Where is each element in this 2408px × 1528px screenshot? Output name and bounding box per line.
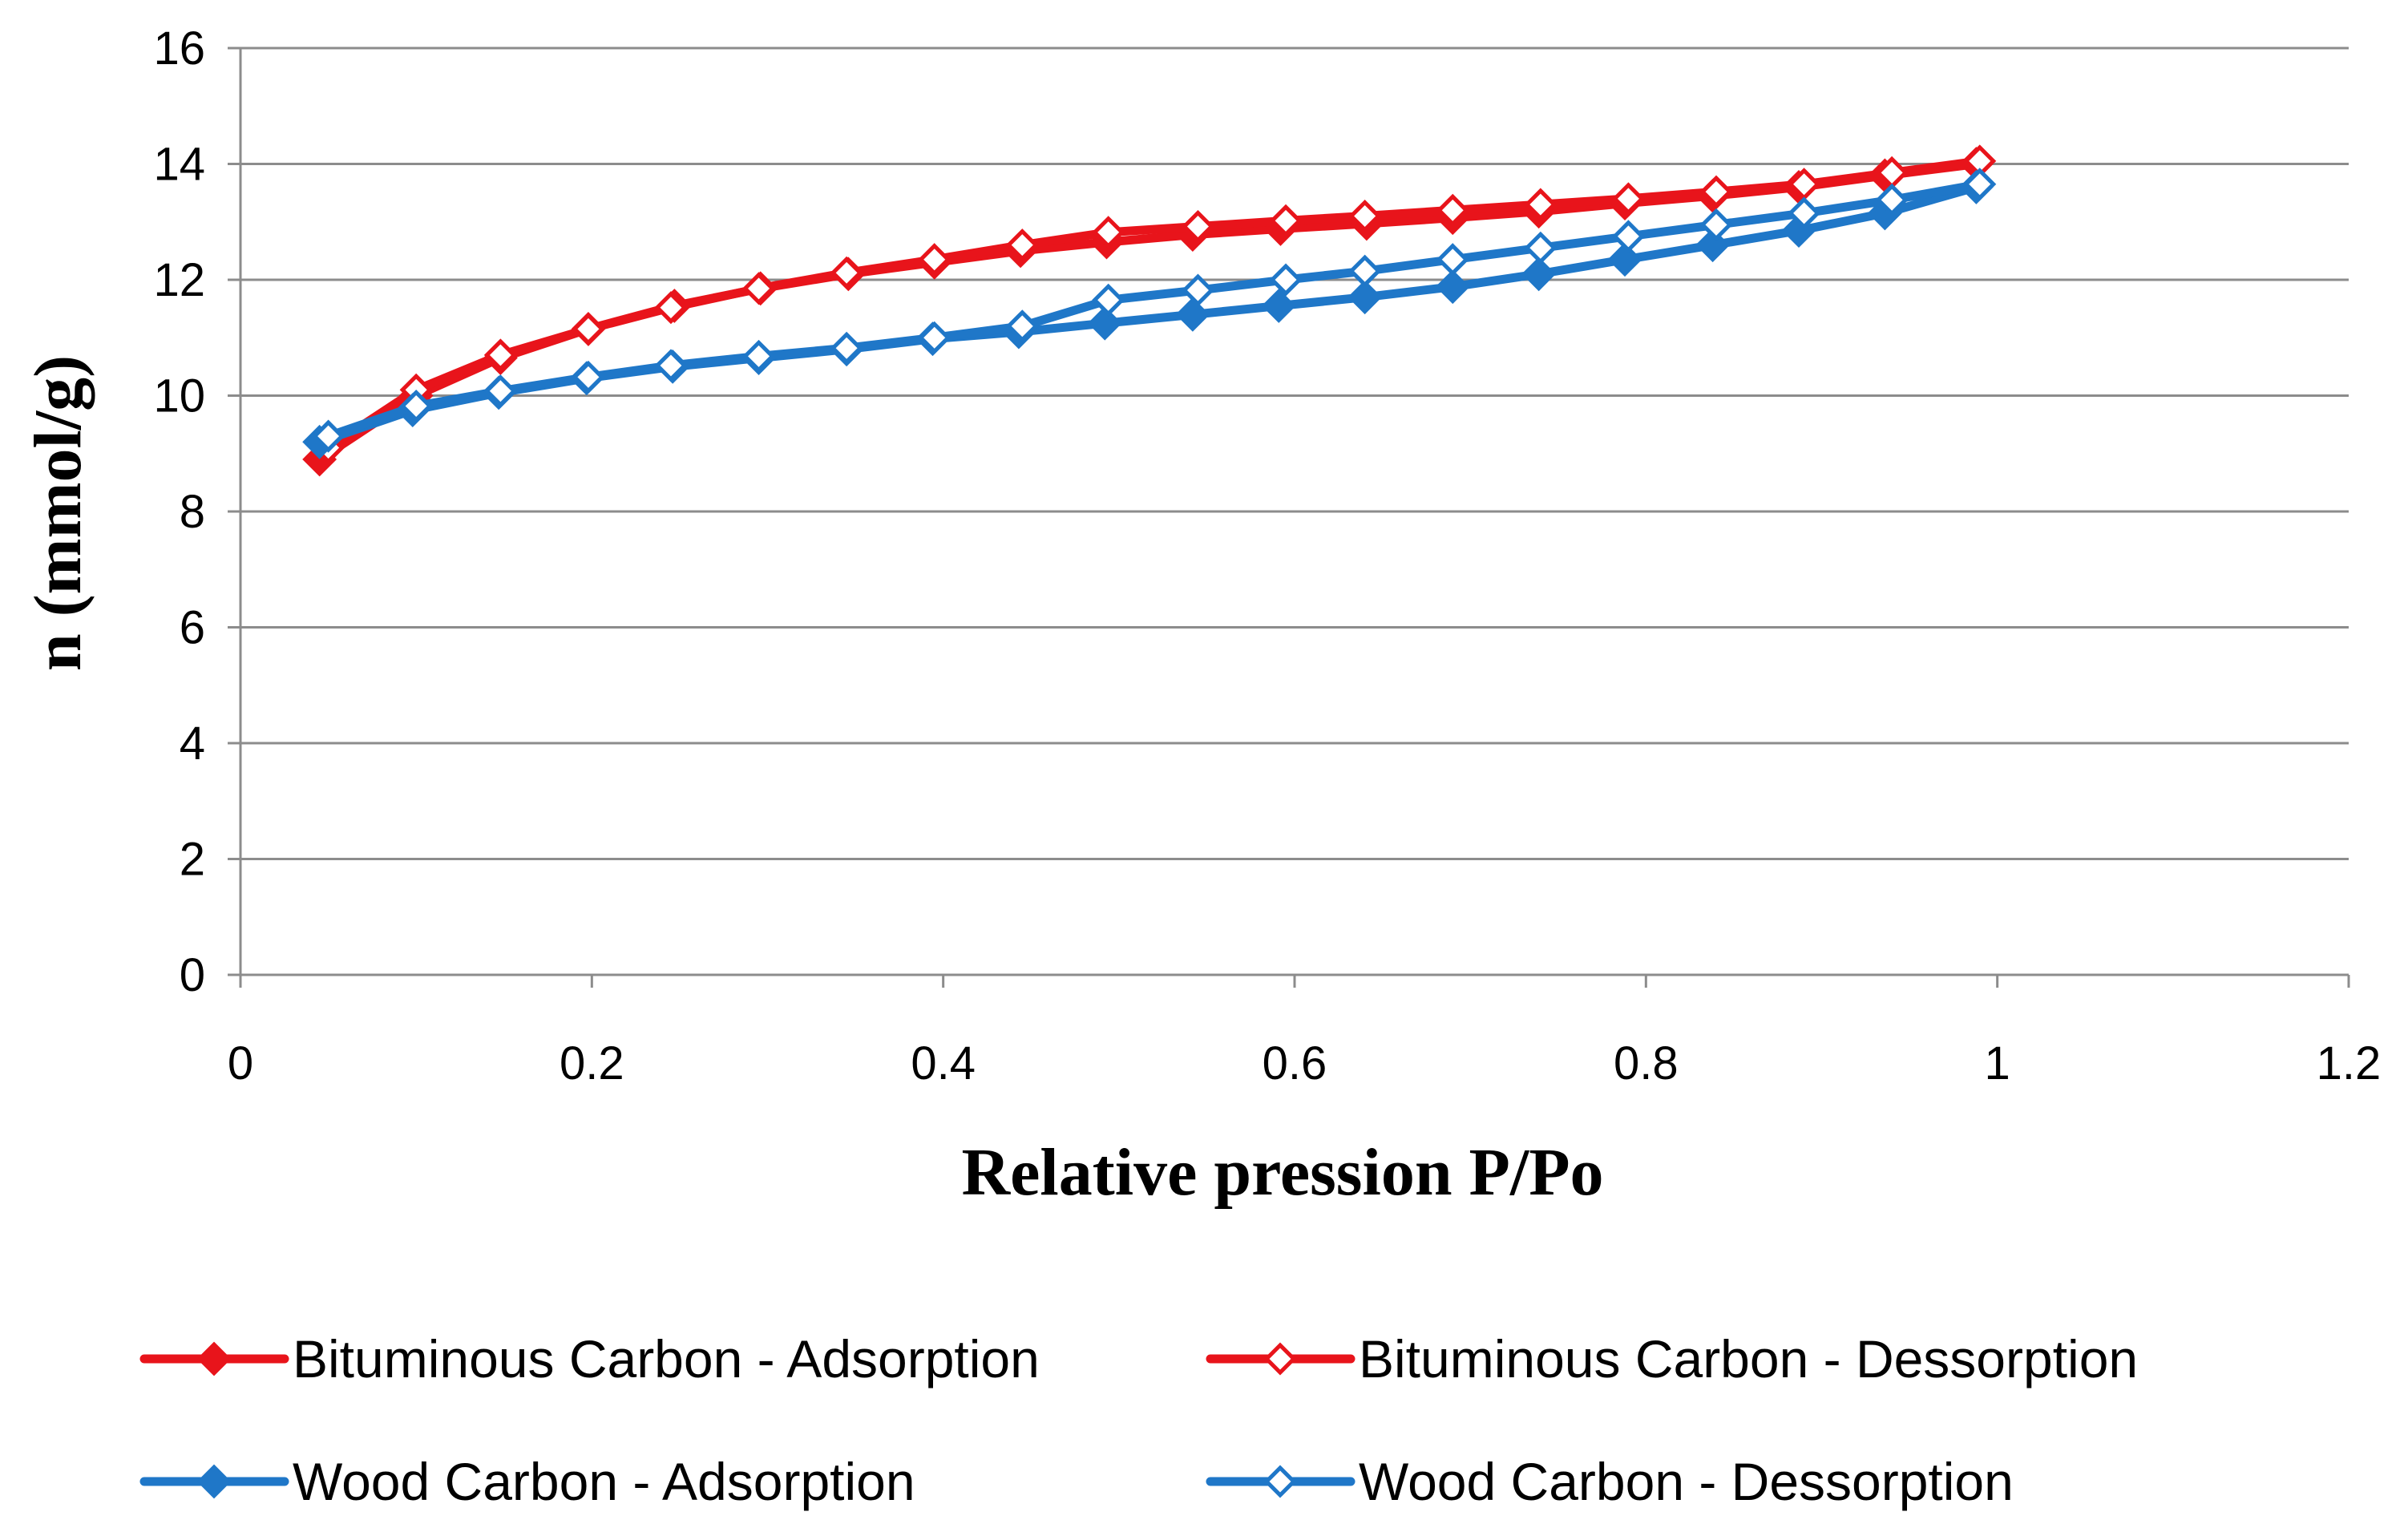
axes bbox=[228, 46, 2350, 988]
legend: Bituminous Carbon - Adsorption Bituminous… bbox=[139, 1329, 2138, 1511]
legend-label-3: Wood Carbon - Adsorption bbox=[293, 1452, 915, 1511]
series-4-point-17 bbox=[572, 360, 605, 394]
x-tick-label-0.8: 0.8 bbox=[1614, 1037, 1679, 1089]
legend-swatch-marker-3 bbox=[196, 1464, 232, 1499]
series-3-point-17 bbox=[1695, 228, 1731, 263]
series-4-point-12 bbox=[1005, 309, 1039, 343]
series-2-point-11 bbox=[1092, 216, 1125, 249]
legend-swatch-marker-1 bbox=[196, 1341, 232, 1376]
series-3-point-12 bbox=[1261, 289, 1296, 323]
series-4-point-14 bbox=[830, 331, 863, 365]
series-2-point-17 bbox=[572, 312, 605, 346]
series-2-point-4 bbox=[1699, 175, 1733, 208]
series-4-point-19 bbox=[399, 389, 433, 423]
x-tick-label-0.4: 0.4 bbox=[911, 1037, 976, 1089]
series-4 bbox=[312, 168, 1997, 453]
series-2-point-10 bbox=[1181, 209, 1214, 244]
series-4-point-4 bbox=[1699, 208, 1733, 241]
y-tick-label-6: 6 bbox=[180, 602, 205, 654]
series-2-point-14 bbox=[830, 256, 863, 289]
legend-item-1: Bituminous Carbon - Adsorption bbox=[139, 1329, 1040, 1389]
series-2-point-7 bbox=[1436, 193, 1469, 227]
x-tick-label-0: 0 bbox=[228, 1037, 253, 1089]
series-2-point-18 bbox=[483, 338, 517, 372]
series-4-point-7 bbox=[1436, 243, 1469, 277]
series-2-point-16 bbox=[654, 291, 688, 325]
legend-label-4: Wood Carbon - Dessorption bbox=[1359, 1452, 2014, 1511]
series-4-point-10 bbox=[1181, 273, 1214, 307]
data-series bbox=[302, 144, 1997, 477]
x-tick-label-0.2: 0.2 bbox=[560, 1037, 624, 1089]
series-2-point-5 bbox=[1611, 182, 1645, 216]
legend-swatch-marker-4 bbox=[1263, 1465, 1297, 1498]
x-axis-title: Relative pression P/Po bbox=[961, 1135, 1603, 1210]
x-tick-labels: 0 0.2 0.4 0.6 0.8 1 1.2 bbox=[228, 1037, 2381, 1089]
y-tick-label-8: 8 bbox=[180, 486, 205, 538]
series-4-point-3 bbox=[1788, 196, 1821, 230]
y-tick-label-10: 10 bbox=[153, 370, 205, 422]
series-2 bbox=[312, 144, 1997, 465]
y-tick-label-0: 0 bbox=[180, 949, 205, 1001]
x-tick-label-1: 1 bbox=[1985, 1037, 2010, 1089]
legend-label-1: Bituminous Carbon - Adsorption bbox=[293, 1329, 1040, 1389]
y-axis-title: n (mmol/g) bbox=[21, 355, 95, 671]
series-3-point-11 bbox=[1175, 297, 1210, 332]
legend-item-2: Bituminous Carbon - Dessorption bbox=[1206, 1329, 2138, 1389]
series-3-point-10 bbox=[1087, 305, 1122, 341]
y-tick-label-14: 14 bbox=[153, 139, 205, 191]
series-3-point-14 bbox=[1435, 269, 1470, 305]
x-tick-label-1.2: 1.2 bbox=[2317, 1037, 2382, 1089]
series-4-point-2 bbox=[1875, 183, 1909, 216]
y-tick-label-16: 16 bbox=[153, 22, 205, 75]
series-4-point-11 bbox=[1092, 283, 1125, 317]
series-3-point-13 bbox=[1347, 280, 1383, 315]
series-4-point-20 bbox=[312, 419, 345, 453]
series-4-point-1 bbox=[1963, 168, 1997, 201]
series-4-point-9 bbox=[1269, 263, 1303, 297]
series-4-point-8 bbox=[1348, 254, 1382, 288]
legend-item-3: Wood Carbon - Adsorption bbox=[139, 1452, 915, 1511]
series-3-point-16 bbox=[1607, 242, 1642, 277]
y-tick-labels: 0 2 4 6 8 10 12 14 16 bbox=[153, 22, 205, 1001]
series-2-point-8 bbox=[1348, 199, 1382, 233]
series-4-point-18 bbox=[483, 374, 517, 408]
y-tick-label-4: 4 bbox=[180, 718, 205, 770]
series-4-point-16 bbox=[654, 349, 688, 382]
x-tick-label-0.6: 0.6 bbox=[1263, 1037, 1327, 1089]
y-tick-label-2: 2 bbox=[180, 834, 205, 886]
legend-swatch-marker-2 bbox=[1263, 1342, 1297, 1376]
series-3-point-15 bbox=[1521, 257, 1557, 292]
series-4-point-15 bbox=[742, 339, 776, 373]
series-2-point-6 bbox=[1524, 188, 1558, 221]
series-4-point-5 bbox=[1611, 220, 1645, 253]
series-2-point-13 bbox=[918, 243, 951, 277]
series-4-point-13 bbox=[918, 321, 951, 354]
series-2-point-15 bbox=[742, 272, 776, 305]
legend-item-4: Wood Carbon - Dessorption bbox=[1206, 1452, 2014, 1511]
series-3-point-18 bbox=[1781, 213, 1816, 249]
legend-label-2: Bituminous Carbon - Dessorption bbox=[1359, 1329, 2138, 1389]
series-2-point-9 bbox=[1269, 204, 1303, 237]
y-tick-label-12: 12 bbox=[153, 254, 205, 306]
series-4-point-6 bbox=[1524, 231, 1558, 265]
series-2-point-12 bbox=[1005, 228, 1039, 262]
